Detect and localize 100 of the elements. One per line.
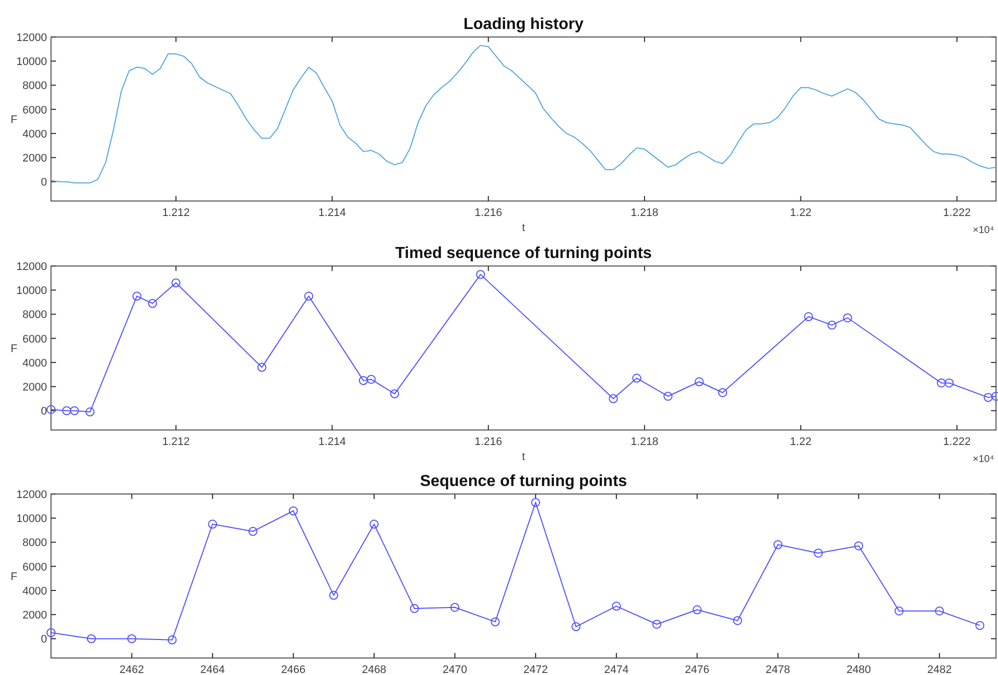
point (814, 548, 823, 558)
y-tick-label: 12000 (16, 261, 47, 273)
y-tick-label: 10000 (16, 513, 47, 526)
x-axis-title: t (522, 451, 526, 463)
x-tick-label: 1.22 (790, 436, 812, 448)
x-tick-label: 2462 (120, 664, 144, 675)
y-tick-label: 2000 (22, 382, 47, 394)
y-tick-label: 0 (40, 634, 47, 646)
x-tick-label: 2470 (442, 664, 468, 675)
point (288, 506, 298, 516)
point (975, 620, 984, 630)
x-tick-label: 2472 (523, 664, 548, 675)
point (934, 606, 944, 616)
point (608, 394, 618, 404)
point (663, 392, 672, 401)
point (718, 388, 728, 398)
x-tick-label: 1.212 (162, 436, 190, 448)
text: ×10⁴ (972, 225, 994, 236)
point (148, 298, 158, 308)
point (62, 406, 72, 416)
point (329, 590, 338, 600)
y-tick-label: 12000 (16, 32, 47, 44)
x-tick-label: 1.218 (630, 436, 658, 448)
point (773, 540, 782, 550)
point (632, 374, 642, 383)
y-tick-label: 6000 (22, 333, 47, 346)
x-tick-label: 1.22 (790, 207, 812, 219)
x-tick-label: 2464 (200, 664, 225, 675)
x-axis-title: t (522, 222, 526, 234)
point (476, 270, 486, 279)
point (854, 541, 864, 550)
y-axis-title: F (10, 114, 18, 126)
point (257, 362, 266, 372)
x-tick-label: 2476 (684, 664, 710, 675)
point (612, 602, 621, 611)
point (694, 377, 704, 386)
x-tick-label: 2482 (927, 664, 952, 675)
x-tick-label: 1.222 (943, 436, 971, 448)
point (208, 520, 218, 529)
point (733, 616, 742, 626)
point (370, 520, 379, 529)
point (358, 376, 368, 386)
point (304, 292, 314, 301)
point (572, 622, 580, 632)
x-tick-label: 1.214 (318, 207, 346, 219)
point (46, 405, 56, 414)
chart-title: Loading history (464, 16, 584, 33)
point (490, 617, 500, 626)
x-tick-label: 1.212 (162, 207, 190, 219)
x-tick-label: 2468 (362, 664, 386, 675)
y-tick-label: 10000 (16, 56, 47, 68)
point (843, 313, 852, 322)
y-tick-label: 8000 (22, 537, 47, 550)
point (531, 498, 540, 507)
x-tick-label: 1.218 (630, 207, 658, 219)
point (410, 604, 419, 614)
x-tick-label: 2474 (604, 664, 629, 675)
x-tick-label: 2466 (281, 664, 306, 675)
y-tick-label: 4000 (22, 357, 47, 370)
y-tick-label: 12000 (16, 489, 47, 501)
y-axis-title: F (10, 343, 18, 355)
point (86, 407, 95, 416)
x-tick-label: 2480 (846, 664, 871, 675)
point (171, 278, 180, 288)
point (894, 606, 904, 616)
line-series (50, 44, 996, 184)
point (944, 378, 954, 388)
point (46, 628, 56, 638)
y-tick-label: 6000 (22, 561, 47, 574)
chart-title: Sequence of turning points (420, 473, 628, 490)
point (936, 378, 946, 388)
point (248, 526, 258, 536)
point (132, 292, 142, 301)
y-tick-label: 0 (40, 406, 47, 418)
y-tick-label: 6000 (22, 104, 47, 116)
y-tick-label: 4000 (22, 128, 47, 140)
y-tick-label: 10000 (16, 285, 47, 298)
point (86, 634, 96, 644)
y-tick-label: 2000 (22, 152, 47, 165)
x-tick-label: 1.214 (318, 436, 346, 448)
x-tick-label: 2478 (766, 664, 790, 675)
point (168, 635, 177, 644)
point (984, 392, 993, 402)
y-tick-label: 0 (40, 176, 47, 189)
point (366, 374, 376, 384)
x-tick-label: 1.216 (474, 207, 502, 219)
point (127, 634, 136, 644)
point (390, 389, 400, 398)
point (692, 605, 702, 614)
x-tick-label: 1.216 (474, 436, 502, 448)
y-tick-label: 8000 (22, 309, 47, 322)
y-tick-label: 4000 (22, 585, 47, 598)
point (827, 320, 836, 330)
y-tick-label: 2000 (22, 610, 47, 622)
point (652, 620, 662, 629)
y-tick-label: 8000 (22, 80, 47, 92)
point (804, 312, 814, 322)
text: ×10⁴ (972, 454, 994, 465)
x-tick-label: 1.222 (943, 207, 971, 219)
chart-title: Timed sequence of turning points (395, 245, 652, 262)
